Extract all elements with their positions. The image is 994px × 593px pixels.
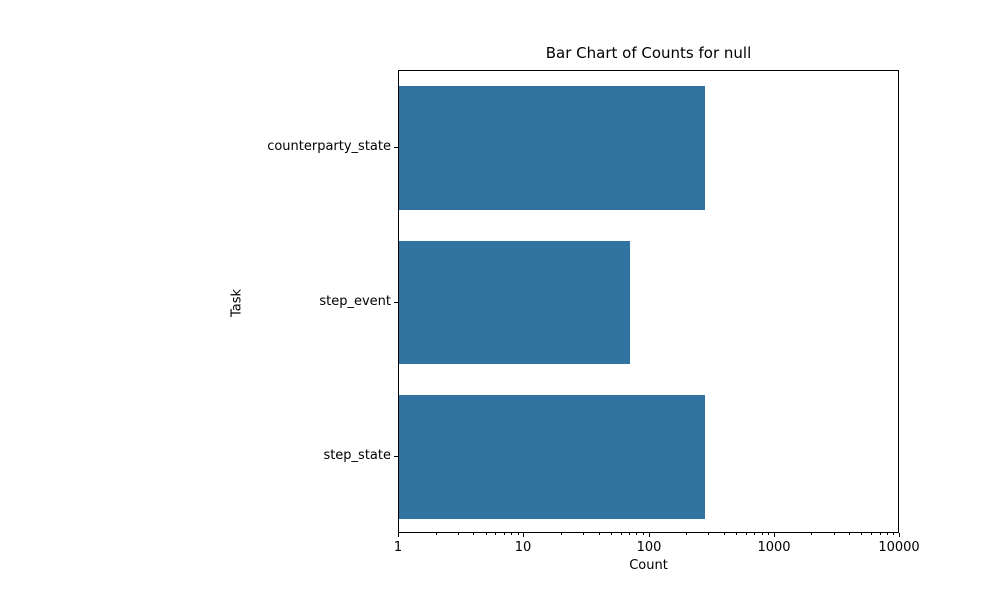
y-tick-label: counterparty_state bbox=[267, 139, 391, 154]
x-minor-tick-mark bbox=[762, 533, 763, 535]
x-minor-tick-mark bbox=[504, 533, 505, 535]
x-minor-tick-mark bbox=[736, 533, 737, 535]
y-tick-label: step_state bbox=[323, 448, 391, 463]
x-minor-tick-mark bbox=[811, 533, 812, 535]
x-minor-tick-mark bbox=[754, 533, 755, 535]
x-minor-tick-mark bbox=[708, 533, 709, 535]
bar-step_event bbox=[399, 240, 630, 365]
x-minor-tick-mark bbox=[724, 533, 725, 535]
x-minor-tick-mark bbox=[643, 533, 644, 535]
x-minor-tick-mark bbox=[861, 533, 862, 535]
x-minor-tick-mark bbox=[611, 533, 612, 535]
x-tick-mark bbox=[398, 533, 399, 537]
x-tick-label: 1000 bbox=[757, 540, 791, 555]
x-minor-tick-mark bbox=[486, 533, 487, 535]
x-tick-mark bbox=[649, 533, 650, 537]
x-axis-label: Count bbox=[629, 558, 668, 573]
x-minor-tick-mark bbox=[518, 533, 519, 535]
x-tick-mark bbox=[523, 533, 524, 537]
x-tick-label: 10 bbox=[514, 540, 532, 555]
x-minor-tick-mark bbox=[849, 533, 850, 535]
x-minor-tick-mark bbox=[583, 533, 584, 535]
x-tick-mark bbox=[774, 533, 775, 537]
y-tick-mark bbox=[394, 147, 398, 148]
plot-area bbox=[398, 70, 899, 533]
x-minor-tick-mark bbox=[561, 533, 562, 535]
x-minor-tick-mark bbox=[686, 533, 687, 535]
x-minor-tick-mark bbox=[887, 533, 888, 535]
x-minor-tick-mark bbox=[511, 533, 512, 535]
x-minor-tick-mark bbox=[629, 533, 630, 535]
x-minor-tick-mark bbox=[599, 533, 600, 535]
x-minor-tick-mark bbox=[436, 533, 437, 535]
x-minor-tick-mark bbox=[746, 533, 747, 535]
x-minor-tick-mark bbox=[880, 533, 881, 535]
x-tick-label: 1 bbox=[393, 540, 403, 555]
x-tick-mark bbox=[899, 533, 900, 537]
x-minor-tick-mark bbox=[621, 533, 622, 535]
y-tick-mark bbox=[394, 302, 398, 303]
y-tick-mark bbox=[394, 456, 398, 457]
chart-title: Bar Chart of Counts for null bbox=[545, 44, 752, 62]
bar-counterparty_state bbox=[399, 86, 705, 210]
x-minor-tick-mark bbox=[893, 533, 894, 535]
x-minor-tick-mark bbox=[636, 533, 637, 535]
y-axis-label: Task bbox=[229, 288, 245, 318]
x-minor-tick-mark bbox=[458, 533, 459, 535]
bar-step_state bbox=[399, 395, 705, 519]
x-minor-tick-mark bbox=[473, 533, 474, 535]
x-minor-tick-mark bbox=[768, 533, 769, 535]
x-minor-tick-mark bbox=[495, 533, 496, 535]
x-tick-label: 10000 bbox=[878, 540, 920, 555]
x-minor-tick-mark bbox=[871, 533, 872, 535]
x-minor-tick-mark bbox=[834, 533, 835, 535]
x-tick-label: 100 bbox=[636, 540, 662, 555]
y-tick-label: step_event bbox=[319, 294, 391, 309]
